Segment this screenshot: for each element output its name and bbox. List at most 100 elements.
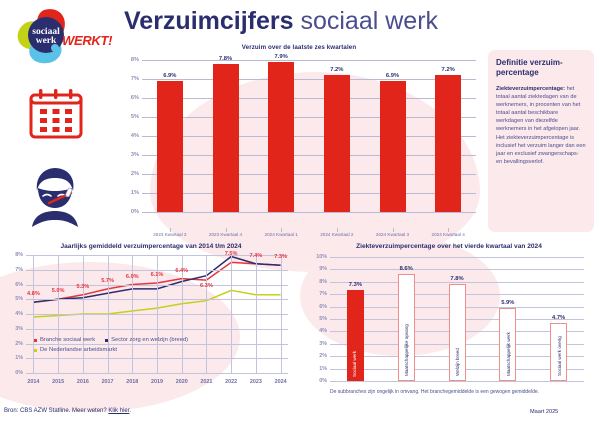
bar-value-label: 4.7%	[551, 314, 566, 321]
x-axis-tick-label: 2021	[200, 379, 213, 385]
y-axis-tick-label: 4%	[130, 133, 139, 139]
x-axis-tick-label: 2023 Kwartaal 3	[153, 232, 187, 237]
x-axis-tick	[448, 228, 450, 232]
data-point-label: 6.4%	[175, 267, 189, 274]
svg-text:werk: werk	[36, 36, 57, 46]
bar-value-label: 8.6%	[399, 266, 413, 273]
definition-body: Ziekteverzuimpercentage: het totaal aant…	[496, 85, 586, 166]
bar	[379, 80, 406, 212]
subbranches-chart-title: Ziekteverzuimpercentage over het vierde …	[356, 243, 542, 250]
bar-category-label: Maatschappelijk werk	[505, 332, 511, 376]
x-axis-tick	[281, 228, 283, 232]
subbranches-footnote: De subbranches zijn ongelijk in omvang. …	[330, 389, 540, 395]
x-axis-tick-label: 2024 Kwartaal 3	[375, 232, 410, 237]
y-axis-tick-label: 6%	[15, 281, 23, 288]
quarters-chart-title: Verzuim over de laatste zes kwartalen	[241, 44, 357, 51]
bar: Maatschappelijk werk	[499, 307, 517, 381]
x-axis-tick-label: 2024 Kwartaal 2	[320, 232, 354, 237]
gridline	[142, 79, 476, 80]
x-axis-tick	[336, 228, 338, 232]
y-axis-tick-label: 5%	[130, 114, 139, 120]
legend-row-1: Branche sociaal werk Sector zorg en welz…	[34, 337, 198, 343]
y-axis-tick-label: 1%	[319, 365, 327, 372]
x-axis-tick-label: 2019	[151, 379, 163, 385]
gridline-vertical	[157, 255, 158, 373]
gridline-vertical	[206, 255, 208, 373]
bar: Maatschappelijke opvang	[397, 274, 415, 381]
yearly-chart-legend: Branche sociaal werk Sector zorg en welz…	[34, 337, 198, 357]
data-point-label: 7.4%	[249, 252, 263, 259]
x-axis-tick-label: 2022	[225, 379, 238, 385]
legend-dot-branche	[34, 338, 37, 342]
x-axis-tick-label: 2015	[52, 379, 65, 385]
yearly-plot-area: 0% 1% 2% 3% 4% 5% 6% 7% 8% 2014 2015 2016 2017 2018 20…	[15, 251, 288, 385]
bar	[435, 75, 462, 212]
x-axis-tick-label: 2024 Kwartaal 1	[264, 232, 298, 237]
gridline-vertical	[33, 255, 35, 373]
quarters-plot-area: 0% 1% 2% 3% 4% 5% 6% 7% 8% 6.9% 2023 Kwartaal 3 7.8…	[131, 54, 476, 237]
gridline	[26, 373, 288, 374]
source-link[interactable]: Klik hier	[108, 408, 130, 414]
gridline-vertical	[107, 255, 109, 373]
svg-text:sociaal: sociaal	[32, 27, 60, 37]
gridline	[142, 60, 476, 61]
y-axis-tick-label: 8%	[319, 278, 327, 285]
quarters-bar-chart: Verzuim over de laatste zes kwartalen 0%…	[118, 44, 480, 237]
gridline	[330, 269, 584, 271]
gridline	[330, 257, 584, 258]
yearly-chart-title: Jaarlijks gemiddeld verzuimpercentage va…	[60, 243, 242, 250]
legend-dot-sector	[105, 338, 109, 342]
legend-label-arbeidsmarkt: De Nederlandse arbeidsmarkt	[40, 347, 118, 353]
x-axis-tick-label: 2023	[249, 379, 262, 385]
y-axis-tick-label: 2%	[130, 171, 139, 177]
gridline-vertical	[231, 255, 233, 373]
publication-date: Maart 2025	[530, 409, 559, 415]
x-axis-tick	[392, 228, 394, 232]
logo-tagline: WERKT!	[62, 33, 113, 48]
gridline-vertical	[255, 255, 257, 373]
subbranches-bar-chart: Ziekteverzuimpercentage over het vierde …	[302, 243, 596, 401]
x-axis-tick-label: 2018	[126, 379, 139, 385]
bar	[156, 80, 183, 212]
data-point-label: 7.5%	[224, 251, 238, 258]
bar-value-label: 6.9%	[385, 72, 400, 79]
y-axis-tick-label: 10%	[316, 254, 327, 260]
bar-value-label: 5.9%	[501, 299, 515, 306]
y-axis-tick-label: 6%	[130, 95, 139, 101]
data-point-label: 7.3%	[274, 254, 287, 261]
y-axis-tick-label: 8%	[130, 57, 139, 63]
yearly-line-chart: Jaarlijks gemiddeld verzuimpercentage va…	[4, 243, 298, 401]
gridline	[330, 381, 584, 382]
bar-value-label: 7.3%	[348, 282, 362, 289]
y-axis-tick-label: 5%	[319, 316, 327, 322]
y-axis-tick-label: 2%	[319, 353, 327, 360]
y-axis-tick-label: 0%	[319, 378, 327, 384]
data-point-label: 4.8%	[27, 291, 40, 298]
sociaal-werk-logo[interactable]: sociaal werk	[6, 6, 116, 66]
gridline-vertical	[82, 255, 84, 373]
y-axis-tick-label: 9%	[319, 266, 327, 273]
y-axis-tick-label: 4%	[15, 311, 23, 317]
definition-term: Ziekteverzuimpercentage:	[496, 86, 566, 92]
x-axis-tick	[169, 228, 171, 232]
definition-panel: Definitie verzuim-percentage Ziekteverzu…	[488, 50, 594, 232]
legend-label-sector: Sector zorg en welzijn (breed)	[111, 337, 189, 343]
y-axis-tick-label: 3%	[130, 152, 139, 158]
page-title-light: sociaal werk	[293, 7, 439, 35]
y-axis-tick-label: 0%	[130, 209, 139, 215]
gridline-vertical	[58, 255, 60, 373]
legend-label-branche: Branche sociaal werk	[40, 337, 96, 343]
data-point-label: 6.1%	[150, 272, 164, 279]
gridline-vertical	[280, 255, 282, 373]
gridline	[142, 212, 476, 213]
y-axis-tick-label: 1%	[15, 355, 23, 362]
y-axis-tick-label: 3%	[15, 325, 23, 332]
y-axis-tick-label: 5%	[15, 296, 23, 303]
legend-row-2: De Nederlandse arbeidsmarkt	[34, 347, 198, 353]
gridline-vertical	[132, 255, 134, 373]
y-axis-tick-label: 7%	[130, 76, 139, 82]
gridline	[142, 136, 476, 137]
y-axis-tick-label: 4%	[319, 328, 327, 335]
definition-title: Definitie verzuim-percentage	[496, 58, 563, 77]
